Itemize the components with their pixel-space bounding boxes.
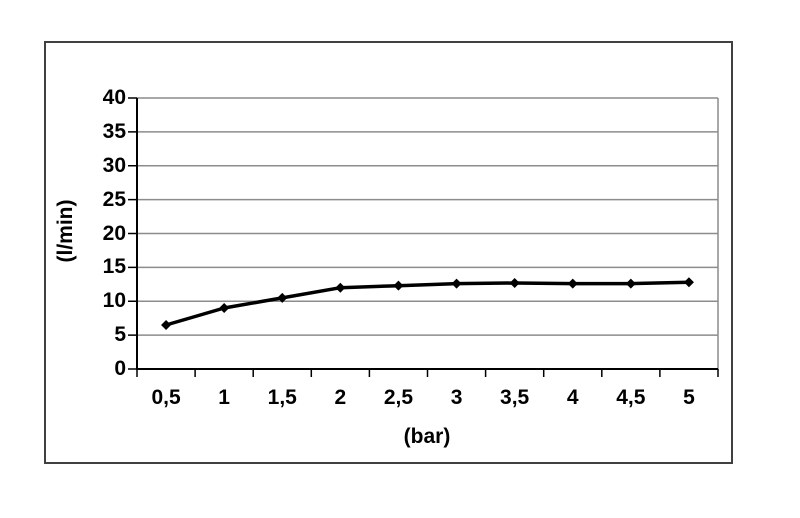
y-tick-label: 30 (102, 153, 126, 177)
data-point-marker (451, 278, 462, 289)
data-point-marker (219, 303, 230, 314)
data-point-marker (161, 319, 172, 330)
data-point-marker (277, 292, 288, 303)
series-line (165, 280, 690, 327)
chart-frame: 0 5 10 15 20 25 30 35 40 0,5 1 1,5 2 2,5 3 3,5 4 4,5 5 (l/… (44, 41, 733, 464)
x-tick-label: 3,5 (500, 386, 530, 409)
y-tick-label: 35 (102, 119, 126, 143)
data-point-marker (393, 280, 404, 291)
y-tick-label: 15 (102, 255, 126, 279)
x-tick-label: 2,5 (383, 386, 414, 409)
data-point-marker (335, 282, 346, 293)
x-tick-label: 3 (450, 386, 463, 409)
x-tick-label: 0,5 (151, 386, 181, 409)
data-point-marker (625, 278, 636, 289)
y-tick-label: 25 (102, 187, 126, 211)
y-axis-title: (l/min) (54, 199, 77, 263)
data-point-marker (567, 278, 578, 289)
x-tick-label: 5 (683, 386, 695, 409)
data-point-marker (509, 277, 520, 288)
x-axis-title: (bar) (403, 425, 451, 448)
y-tick-label: 0 (114, 357, 126, 380)
y-tick-label: 40 (102, 86, 126, 109)
data-point-marker (683, 277, 694, 288)
x-tick-label: 4 (566, 386, 579, 409)
y-tick-label: 10 (102, 289, 126, 313)
x-tick-label: 1 (218, 386, 230, 409)
plot-area (128, 97, 719, 377)
y-tick-label: 5 (114, 323, 126, 347)
y-tick-label: 20 (102, 221, 126, 245)
x-tick-label: 1,5 (267, 386, 297, 409)
x-tick-label: 4,5 (616, 386, 646, 409)
x-tick-label: 2 (334, 386, 347, 409)
